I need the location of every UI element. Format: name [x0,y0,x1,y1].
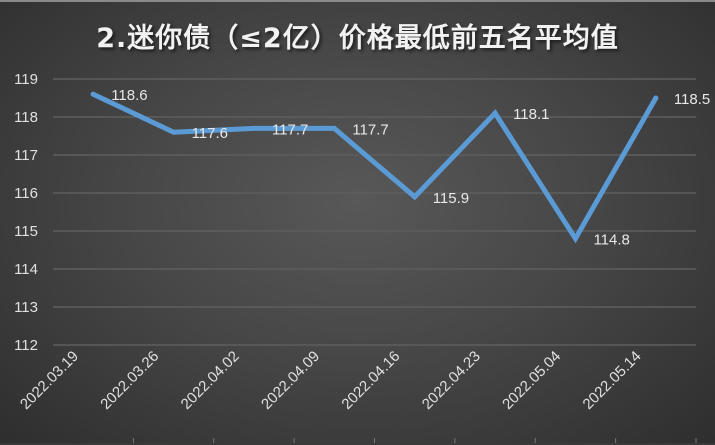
data-label: 117.7 [272,121,308,138]
y-tick-label: 118 [14,109,38,126]
data-label: 118.1 [513,106,549,123]
series-line [90,91,659,244]
x-tick-label: 2022.04.09 [258,348,323,413]
y-tick-label: 117 [14,147,38,164]
y-tick-label: 113 [14,299,38,316]
data-label: 115.9 [433,190,469,207]
data-point [251,125,257,131]
chart-title: 2.迷你债（≤2亿）价格最低前五名平均值 [96,23,619,54]
data-point [90,91,96,97]
y-tick-label: 115 [14,223,38,240]
data-label: 114.8 [593,232,629,249]
y-tick-label: 116 [14,185,38,202]
y-tick-label: 114 [14,261,38,278]
x-tick-label: 2022.04.02 [178,348,243,413]
data-point [492,110,498,116]
data-point [171,129,177,135]
y-tick-label: 119 [14,71,38,88]
x-tick-label: 2022.04.23 [419,348,484,413]
x-tick-label: 2022.04.16 [338,348,403,413]
data-point [412,194,418,200]
data-point [572,236,578,242]
data-label: 117.6 [192,125,228,142]
data-label: 118.5 [674,91,710,108]
x-tick-label: 2022.03.19 [17,348,82,413]
data-label: 117.7 [352,121,388,138]
x-tick-label: 2022.05.14 [580,348,645,413]
y-tick-label: 112 [14,337,38,354]
data-point [653,95,659,101]
data-point [331,125,337,131]
data-label: 118.6 [111,87,147,104]
x-tick-label: 2022.05.04 [499,348,564,413]
x-tick-label: 2022.03.26 [97,348,162,413]
